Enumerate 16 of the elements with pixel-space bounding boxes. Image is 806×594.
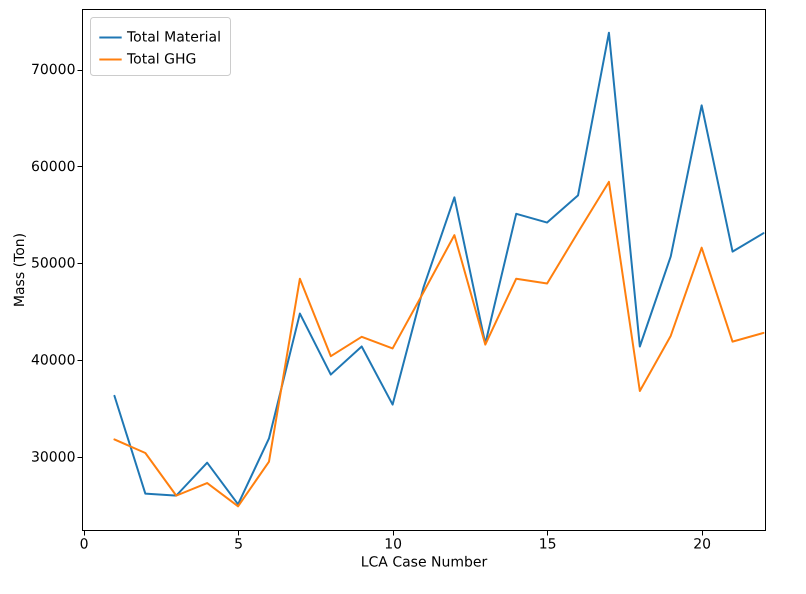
x-tick-label: 5 (234, 536, 244, 552)
y-tick-label: 40000 (30, 352, 76, 369)
y-tick-label: 50000 (30, 256, 76, 272)
y-tick-label: 70000 (30, 62, 76, 78)
legend-label: Total Material (126, 30, 222, 46)
line-series (113, 180, 764, 508)
x-axis-title: LCA Case Number (360, 554, 488, 570)
x-tick-label: 15 (538, 536, 557, 552)
x-tick-label: 20 (693, 536, 712, 552)
y-tick-label: 30000 (30, 449, 76, 466)
line-series (113, 32, 764, 506)
y-tick-label: 60000 (30, 158, 76, 175)
y-axis-title: Mass (Ton) (12, 232, 28, 308)
x-tick-label: 0 (80, 536, 89, 552)
legend-label: Total GHG (126, 52, 196, 68)
x-tick-label: 10 (384, 536, 402, 552)
